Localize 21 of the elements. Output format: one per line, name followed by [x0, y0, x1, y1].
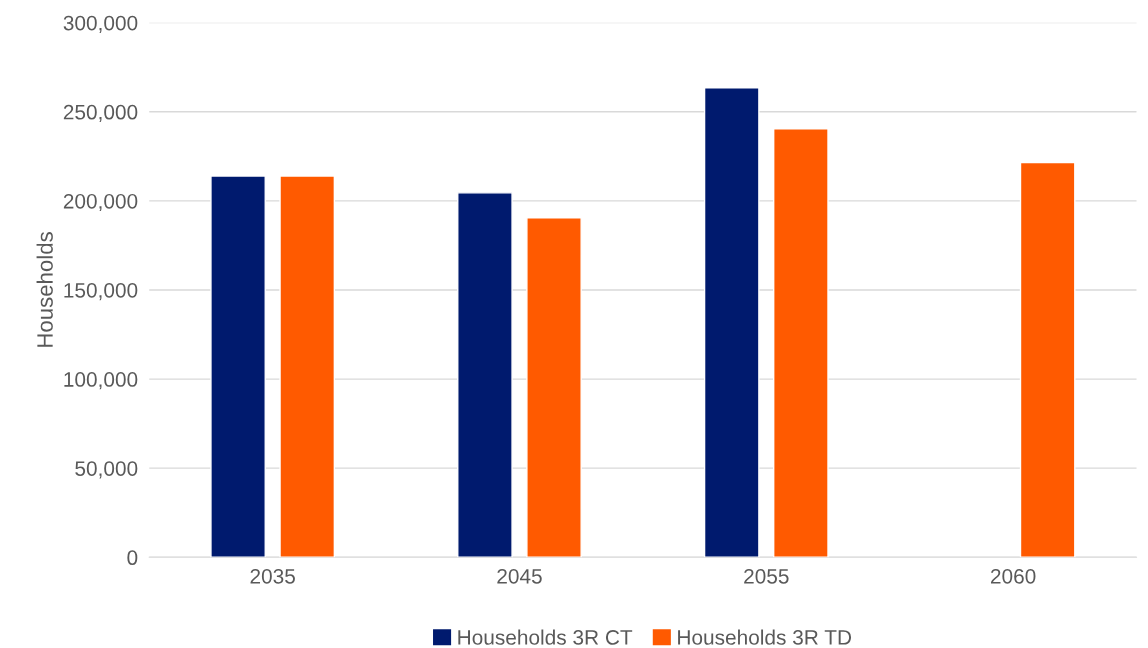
bar [279, 175, 336, 558]
legend-label: Households 3R CT [458, 629, 633, 645]
bar [1019, 161, 1076, 558]
x-tick-label: 2055 [744, 568, 789, 584]
y-tick-label: 250,000 [63, 104, 138, 122]
legend-label: Households 3R TD [678, 629, 852, 645]
x-tick-label: 2045 [497, 568, 542, 584]
y-tick-label: 150,000 [64, 282, 138, 301]
bar [703, 87, 760, 558]
y-tick-label: 50,000 [75, 461, 138, 479]
x-tick-label: 2035 [250, 568, 295, 584]
y-tick-label: 0 [127, 550, 138, 566]
bar [526, 217, 582, 558]
y-axis-title: Households [36, 232, 53, 347]
y-tick-label: 100,000 [64, 372, 138, 390]
bar [457, 192, 513, 558]
y-tick-label: 300,000 [63, 15, 138, 33]
y-tick-label: 200,000 [63, 193, 138, 212]
bar [772, 128, 829, 558]
x-tick-label: 2060 [990, 568, 1036, 584]
bar [210, 175, 266, 558]
